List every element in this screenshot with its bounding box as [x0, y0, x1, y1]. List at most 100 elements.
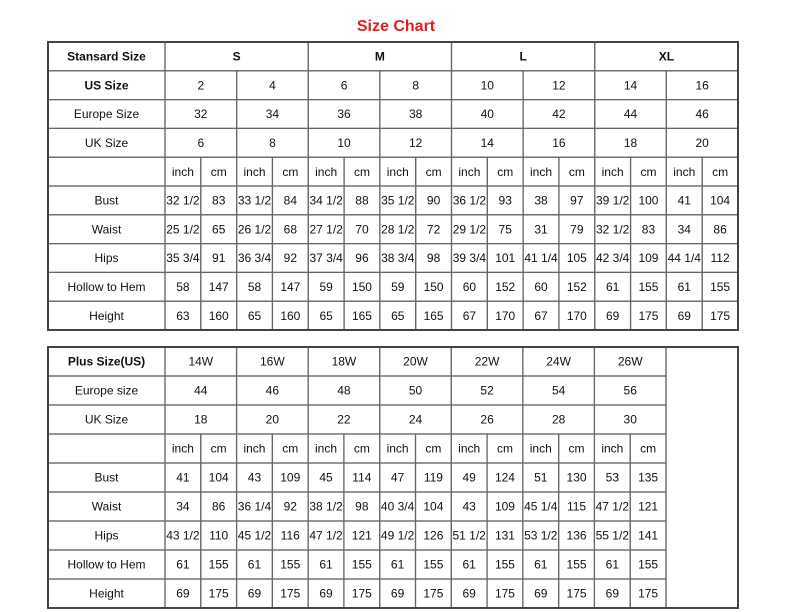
cell-text: 165 [352, 309, 372, 323]
cell-text: 56 [624, 384, 638, 398]
cell-text: 86 [713, 222, 727, 236]
cell-text: 12 [409, 136, 423, 150]
cell-text: 104 [710, 194, 730, 208]
row-label: Height [89, 309, 124, 323]
row-label: Hollow to Hem [67, 280, 145, 294]
cell-text: 41 [678, 194, 692, 208]
cell-text: 155 [209, 558, 229, 572]
cell-text: 175 [638, 587, 658, 601]
cell-text: 79 [570, 222, 584, 236]
cell-text: 14 [481, 136, 495, 150]
cell-text: 58 [176, 280, 190, 294]
cell-text: 35 1/2 [381, 194, 415, 208]
cell-text: 2 [197, 78, 204, 92]
cell-text: 18W [332, 355, 357, 369]
cell-text: cm [497, 442, 513, 456]
cell-text: 26 1/2 [238, 222, 272, 236]
cell-text: inch [530, 165, 552, 179]
cell-text: inch [243, 442, 265, 456]
cell-text: 112 [711, 251, 730, 265]
cell-text: 61 [606, 280, 620, 294]
cell-text: 45 [319, 471, 333, 485]
cell-text: 136 [567, 529, 587, 543]
cell-text: 8 [412, 78, 419, 92]
cell-text: 69 [176, 587, 190, 601]
row-label: US Size [84, 78, 128, 92]
cell-text: 28 1/2 [381, 222, 415, 236]
cell-text: 104 [209, 471, 229, 485]
cell-text: 84 [284, 194, 298, 208]
cell-text: 147 [280, 280, 300, 294]
cell-text: 41 [176, 471, 190, 485]
cell-text: 20W [403, 355, 428, 369]
cell-text: 35 3/4 [166, 251, 200, 265]
cell-text: 155 [352, 558, 372, 572]
cell-text: 10 [337, 136, 351, 150]
cell-text: 69 [391, 587, 405, 601]
cell-text: 46 [266, 384, 280, 398]
cell-text: 12 [552, 78, 566, 92]
cell-text: inch [387, 442, 409, 456]
cell-text: 175 [423, 587, 443, 601]
cell-text: 10 [481, 78, 495, 92]
cell-text: 36 1/4 [238, 500, 272, 514]
cell-text: 119 [424, 471, 443, 485]
cell-text: 58 [248, 280, 262, 294]
cell-text: cm [640, 165, 656, 179]
cell-text: 91 [212, 251, 226, 265]
cell-text: 61 [678, 280, 692, 294]
cell-text: 152 [567, 280, 587, 294]
cell-text: 42 [552, 107, 566, 121]
cell-text: 69 [606, 587, 620, 601]
cell-text: 16W [260, 355, 285, 369]
cell-text: 67 [463, 309, 477, 323]
cell-text: 61 [391, 558, 405, 572]
cell-text: 155 [495, 558, 515, 572]
row-label: Bust [94, 471, 119, 485]
cell-text: 105 [567, 251, 587, 265]
cell-text: 34 [266, 107, 280, 121]
cell-text: 61 [248, 558, 262, 572]
cell-text: 121 [638, 500, 658, 514]
cell-text: 70 [355, 222, 369, 236]
cell-text: 61 [319, 558, 333, 572]
cell-text: 47 1/2 [309, 529, 343, 543]
cell-text: 6 [197, 136, 204, 150]
cell-text: 55 1/2 [596, 529, 630, 543]
cell-text: 97 [570, 194, 584, 208]
cell-text: 83 [642, 222, 656, 236]
row-label: Europe Size [74, 107, 140, 121]
cell-text: 53 1/2 [524, 529, 558, 543]
cell-text: inch [458, 442, 480, 456]
cell-text: 116 [281, 529, 300, 543]
cell-text: 69 [534, 587, 548, 601]
cell-text: 65 [391, 309, 405, 323]
row-label: Hips [94, 529, 118, 543]
cell-text: 37 3/4 [309, 251, 343, 265]
table-frame [47, 346, 739, 609]
row-label: Hips [94, 251, 118, 265]
cell-text: 8 [269, 136, 276, 150]
cell-text: 48 [337, 384, 351, 398]
cell-text: 68 [284, 222, 298, 236]
cell-text: inch [315, 442, 337, 456]
cell-text: 49 [462, 471, 476, 485]
cell-text: 53 [606, 471, 620, 485]
cell-text: inch [601, 442, 623, 456]
row-label: Waist [92, 222, 122, 236]
cell-text: inch [602, 165, 624, 179]
cell-text: 114 [352, 471, 371, 485]
cell-text: 130 [567, 471, 587, 485]
cell-text: 69 [606, 309, 620, 323]
cell-text: 43 [462, 500, 476, 514]
cell-text: 61 [462, 558, 476, 572]
cell-text: 6 [341, 78, 348, 92]
cell-text: 60 [534, 280, 548, 294]
cell-text: 175 [567, 587, 587, 601]
cell-text: 4 [269, 78, 276, 92]
cell-text: 42 3/4 [596, 251, 630, 265]
cell-text: 135 [638, 471, 658, 485]
cell-text: 150 [352, 280, 372, 294]
cell-text: cm [354, 165, 370, 179]
cell-text: 29 1/2 [453, 222, 487, 236]
